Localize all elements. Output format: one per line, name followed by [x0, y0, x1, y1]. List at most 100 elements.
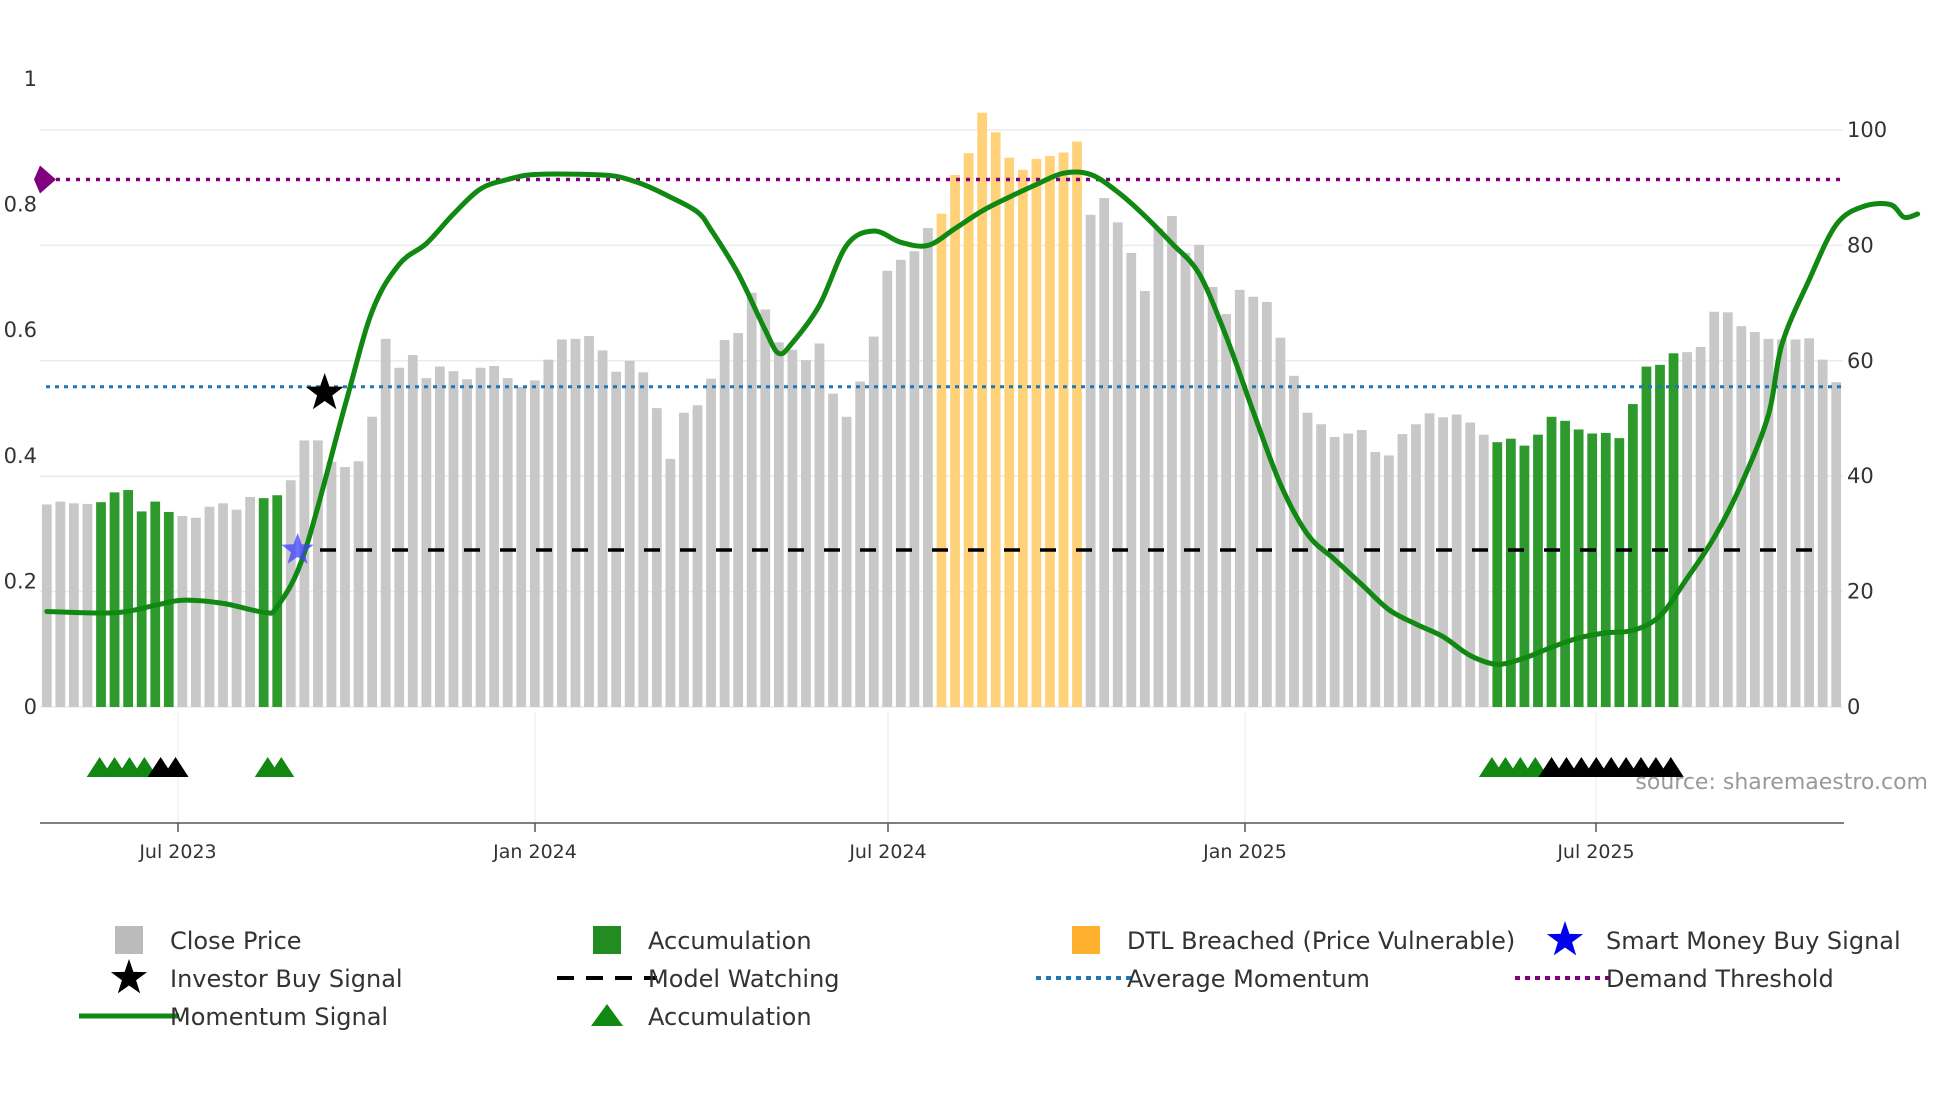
- legend-item: Average Momentum: [1036, 965, 1370, 993]
- close-price-bar: [787, 349, 798, 707]
- dtl-breached-bar: [936, 213, 947, 708]
- close-price-bar: [191, 517, 201, 707]
- close-price-bar: [665, 458, 676, 707]
- accumulation-bar: [272, 495, 283, 707]
- close-price-bar: [1153, 228, 1164, 708]
- watching-triangle: [162, 757, 189, 777]
- close-price-bar: [1302, 412, 1313, 707]
- close-price-bar: [1804, 338, 1814, 707]
- accumulation-triangle: [131, 757, 158, 777]
- legend-item: Close Price: [115, 926, 302, 955]
- legend-item: Demand Threshold: [1515, 965, 1834, 993]
- source-label: source: sharemaestro.com: [1635, 770, 1928, 795]
- close-price-bar: [245, 496, 255, 707]
- close-price-bar: [407, 355, 418, 707]
- legend-item: Momentum Signal: [79, 1003, 388, 1031]
- close-price-bar: [69, 503, 79, 707]
- bar-series: [41, 112, 1842, 708]
- close-price-bar: [624, 360, 635, 707]
- dtl-breached-bar: [1031, 158, 1042, 708]
- close-price-bar: [719, 340, 730, 707]
- close-price-bar: [448, 371, 459, 707]
- accumulation-bar: [1641, 366, 1652, 707]
- momentum-signal-line: [44, 169, 1921, 667]
- accumulation-bar: [1533, 434, 1543, 707]
- close-price-bar: [584, 335, 594, 707]
- close-price-bar: [1139, 290, 1150, 707]
- close-price-bar: [773, 342, 784, 707]
- dtl-breached-bar: [963, 153, 974, 707]
- dtl-breached-bar: [1045, 155, 1055, 708]
- legend-label: Demand Threshold: [1606, 965, 1834, 993]
- legend-star-icon: [110, 959, 148, 994]
- accumulation-bar: [258, 498, 269, 707]
- close-price-bar: [597, 350, 608, 707]
- legend-item: Smart Money Buy Signal: [1546, 921, 1901, 956]
- legend-label: Momentum Signal: [170, 1003, 388, 1031]
- close-price-bar: [41, 504, 52, 707]
- close-price-bar: [1356, 430, 1367, 707]
- close-price-bar: [394, 367, 405, 707]
- close-price-bar: [1451, 414, 1462, 707]
- accumulation-bar: [1573, 429, 1584, 707]
- accumulation-bar: [1628, 404, 1638, 707]
- accumulation-bar: [1600, 432, 1611, 707]
- left-tick-label: 1: [24, 67, 37, 91]
- legend-label: Average Momentum: [1127, 965, 1370, 993]
- close-price-bar: [638, 372, 649, 707]
- legend-item: Investor Buy Signal: [110, 959, 403, 994]
- legend-swatch: [1072, 926, 1100, 954]
- legend-item: Accumulation: [593, 926, 812, 955]
- x-tick-label: Jan 2024: [492, 841, 577, 863]
- legend-item: Accumulation: [591, 1003, 812, 1031]
- close-price-bar: [516, 386, 527, 707]
- close-price-bar: [1736, 326, 1747, 707]
- legend-triangle-icon: [591, 1004, 623, 1026]
- close-price-bar: [299, 440, 310, 707]
- x-tick-label: Jul 2023: [138, 841, 216, 863]
- close-price-bar: [1207, 286, 1218, 707]
- close-price-bar: [204, 506, 215, 707]
- legend-label: Accumulation: [648, 1003, 812, 1031]
- accumulation-bar: [109, 492, 120, 707]
- close-price-bar: [1234, 289, 1245, 707]
- axes: Jul 2023 Jan 2024 Jul 2024 Jan 2025 Jul 2025…: [4, 67, 1888, 863]
- right-tick-label: 0: [1847, 695, 1860, 719]
- investor-buy-signal-star: [305, 373, 344, 410]
- close-price-bar: [1465, 422, 1476, 707]
- close-price-bar: [1478, 434, 1489, 707]
- close-price-bar: [706, 378, 716, 707]
- legend-swatch: [115, 926, 143, 954]
- dtl-breached-bar: [1017, 169, 1028, 707]
- close-price-bar: [462, 379, 472, 707]
- left-tick-label: 0.4: [4, 444, 37, 468]
- legend-label: Close Price: [170, 927, 302, 955]
- demand-threshold-marker: [34, 165, 56, 194]
- close-price-bar: [177, 516, 188, 707]
- close-price-bar: [1397, 434, 1408, 707]
- accumulation-bar: [1655, 364, 1665, 707]
- close-price-bar: [1370, 451, 1381, 707]
- legend-star-icon: [1546, 921, 1584, 956]
- left-tick-label: 0.6: [4, 318, 37, 342]
- x-tick-label: Jul 2024: [848, 841, 926, 863]
- close-price-bar: [421, 378, 432, 707]
- close-price-bar: [651, 408, 662, 707]
- accumulation-bar: [163, 511, 174, 707]
- close-price-bar: [489, 365, 500, 707]
- close-price-bar: [855, 381, 866, 707]
- close-price-bar: [502, 378, 513, 707]
- close-price-bar: [1695, 346, 1706, 707]
- close-price-bar: [611, 371, 622, 707]
- close-price-bar: [475, 367, 486, 707]
- close-price-bar: [1085, 214, 1096, 707]
- close-price-bar: [801, 360, 811, 707]
- accumulation-bar: [1587, 433, 1598, 707]
- accumulation-bar: [1546, 416, 1557, 707]
- close-price-bar: [570, 338, 581, 707]
- close-price-bar: [841, 416, 852, 707]
- right-tick-label: 80: [1847, 233, 1874, 257]
- close-price-bar: [1248, 296, 1259, 707]
- close-price-bar: [1831, 382, 1842, 707]
